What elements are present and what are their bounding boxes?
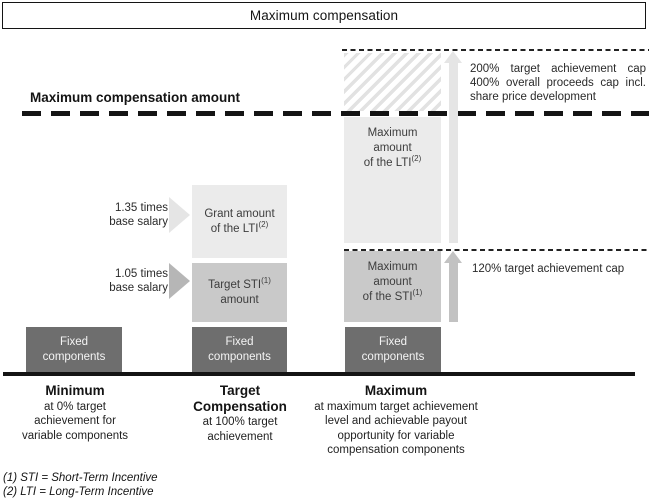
footnote-ref-1: (1) (261, 275, 271, 285)
sti-multiplier-label: 1.05 times base salary (109, 268, 168, 294)
lti-pointer-triangle-icon (169, 197, 190, 233)
fixed-components-box-maximum: Fixed components (345, 327, 441, 372)
footnotes: (1) STI = Short-Term Incentive (2) LTI =… (3, 472, 158, 499)
max-lti-line2: amount (373, 142, 412, 154)
minimum-heading: Minimum (45, 383, 105, 398)
max-compensation-line (22, 111, 649, 116)
footnote-ref-1: (1) (412, 288, 423, 298)
lti-multiplier-label: 1.35 times base salary (109, 202, 168, 228)
sti-pointer-triangle-icon (169, 263, 190, 299)
baseline (3, 372, 635, 376)
fixed-components-box-minimum: Fixed components (26, 327, 122, 372)
lti-arrow-head-icon (444, 51, 462, 63)
lti-range-arrow (449, 62, 458, 243)
max-lti-line1: Maximum (367, 127, 418, 139)
max-sti-box: Maximum amount of the STI(1) (344, 251, 441, 322)
sti-arrow-head-icon (444, 251, 462, 263)
max-compensation-amount-label: Maximum compensation amount (30, 90, 241, 105)
footnote-2: (2) LTI = Long-Term Incentive (3, 485, 154, 498)
target-sti-line1: Target STI(1) (208, 275, 271, 291)
max-lti-line3: of the LTI(2) (363, 154, 422, 169)
cap-line-3: share price development (470, 91, 596, 103)
target-subtext: at 100% target achievement (202, 416, 278, 443)
target-heading: Target Compensation (193, 383, 287, 414)
overall-cap-annotation: 200% target achievement cap 400% overall… (470, 62, 646, 104)
fixed-components-box-target: Fixed components (192, 327, 287, 372)
share-price-upside-hatch (344, 53, 441, 111)
max-sti-line2: amount (373, 276, 412, 288)
footnote-ref-2: (2) (411, 154, 422, 164)
cap-line-1: 200% target achievement cap (470, 63, 646, 75)
grant-lti-line2: of the LTI(2) (210, 219, 269, 235)
sti-range-arrow (449, 262, 458, 322)
target-sti-line2: amount (220, 293, 259, 306)
sti-cap-annotation: 120% target achievement cap (472, 263, 625, 275)
grant-lti-line1: Grant amount (204, 207, 275, 220)
sti-cap-line (344, 249, 649, 251)
target-sti-box: Target STI(1) amount (192, 263, 287, 322)
max-lti-box: Maximum amount of the LTI(2) (344, 117, 441, 243)
minimum-subtext: at 0% target achievement for variable co… (21, 400, 129, 442)
column-label-minimum: Minimum at 0% target achievement for var… (10, 383, 140, 443)
maximum-heading: Maximum (364, 383, 428, 398)
column-label-maximum: Maximum at maximum target achievement le… (306, 383, 486, 458)
cap-line-2: 400% overall proceeds cap incl. (470, 77, 646, 89)
maximum-subtext: at maximum target achievement level and … (314, 400, 478, 457)
footnote-1: (1) STI = Short-Term Incentive (3, 472, 158, 484)
column-label-target: Target Compensation at 100% target achie… (175, 383, 305, 444)
title-box: Maximum compensation (2, 2, 646, 29)
overall-cap-line (342, 49, 649, 51)
max-sti-line3: of the STI(1) (362, 288, 423, 303)
max-sti-line1: Maximum (367, 261, 418, 273)
diagram-title: Maximum compensation (249, 8, 399, 23)
grant-lti-box: Grant amount of the LTI(2) (192, 185, 287, 258)
footnote-ref-2: (2) (258, 219, 269, 229)
